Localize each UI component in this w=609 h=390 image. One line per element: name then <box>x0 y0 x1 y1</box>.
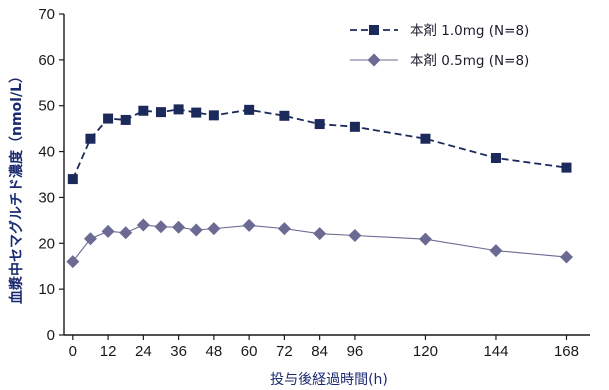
y-axis-title: 血漿中セマグルチド濃度（nmol/L） <box>8 69 25 304</box>
data-point <box>561 162 572 173</box>
y-tick-label: 30 <box>38 189 55 206</box>
data-point <box>67 174 78 185</box>
legend-item: 本剤 1.0mg (N=8) <box>350 23 529 39</box>
x-tick-label: 24 <box>135 343 152 360</box>
legend: 本剤 1.0mg (N=8) 本剤 0.5mg (N=8) <box>350 23 529 69</box>
x-tick-label: 144 <box>483 343 508 360</box>
x-axis: 0 12 24 36 48 60 72 84 96 120 144 168 <box>64 334 590 360</box>
legend-marker <box>369 25 379 35</box>
data-point <box>242 218 256 232</box>
x-tick-label: 48 <box>206 343 223 360</box>
x-tick-label: 60 <box>241 343 258 360</box>
x-tick-label: 168 <box>554 343 579 360</box>
data-point <box>244 104 255 115</box>
data-point <box>138 105 149 116</box>
series-line <box>71 108 567 180</box>
data-point <box>189 223 203 237</box>
data-point <box>136 218 150 232</box>
y-axis: 0 10 20 30 40 50 60 70 <box>38 6 65 344</box>
data-point <box>120 114 131 125</box>
data-point <box>348 228 362 242</box>
y-tick-label: 20 <box>38 235 55 252</box>
data-point <box>208 110 219 121</box>
series-high-dose <box>67 104 572 185</box>
data-point <box>103 113 114 124</box>
data-point <box>191 107 202 118</box>
series-layer <box>66 104 573 269</box>
x-tick-label: 72 <box>276 343 293 360</box>
data-point <box>490 152 501 163</box>
series-line <box>72 224 567 262</box>
y-tick-label: 60 <box>38 52 55 69</box>
data-point <box>418 232 432 246</box>
legend-label: 本剤 1.0mg (N=8) <box>410 23 529 39</box>
x-tick-label: 96 <box>347 343 364 360</box>
data-point <box>489 244 503 258</box>
y-tick-label: 10 <box>38 281 55 298</box>
y-tick-label: 0 <box>47 327 55 344</box>
data-point <box>83 232 97 246</box>
x-tick-label: 36 <box>170 343 187 360</box>
x-axis-title: 投与後経過時間(h) <box>270 372 388 388</box>
data-point <box>154 220 168 234</box>
x-tick-label: 120 <box>413 343 438 360</box>
data-point <box>101 224 115 238</box>
legend-label: 本剤 0.5mg (N=8) <box>410 53 529 69</box>
data-point <box>172 220 186 234</box>
data-point <box>313 227 327 241</box>
y-tick-label: 40 <box>38 144 55 161</box>
data-point <box>420 133 431 144</box>
legend-item: 本剤 0.5mg (N=8) <box>350 53 529 69</box>
data-point <box>314 119 325 130</box>
y-tick-label: 70 <box>38 6 55 23</box>
legend-marker <box>367 53 381 67</box>
y-tick-label: 50 <box>38 98 55 115</box>
data-point <box>349 121 360 132</box>
x-tick-label: 12 <box>100 343 117 360</box>
data-point <box>85 133 96 144</box>
data-point <box>277 222 291 236</box>
data-point <box>207 222 221 236</box>
y-ticks: 0 10 20 30 40 50 60 70 <box>38 6 64 344</box>
x-tick-label: 84 <box>311 343 328 360</box>
data-point <box>66 255 80 269</box>
data-point <box>173 104 184 115</box>
data-point <box>559 250 573 264</box>
x-ticks: 0 12 24 36 48 60 72 84 96 120 144 168 <box>69 335 579 360</box>
data-point <box>119 226 133 240</box>
data-point <box>155 107 166 118</box>
x-tick-label: 0 <box>69 343 77 360</box>
data-point <box>279 110 290 121</box>
series-low-dose <box>66 218 573 269</box>
